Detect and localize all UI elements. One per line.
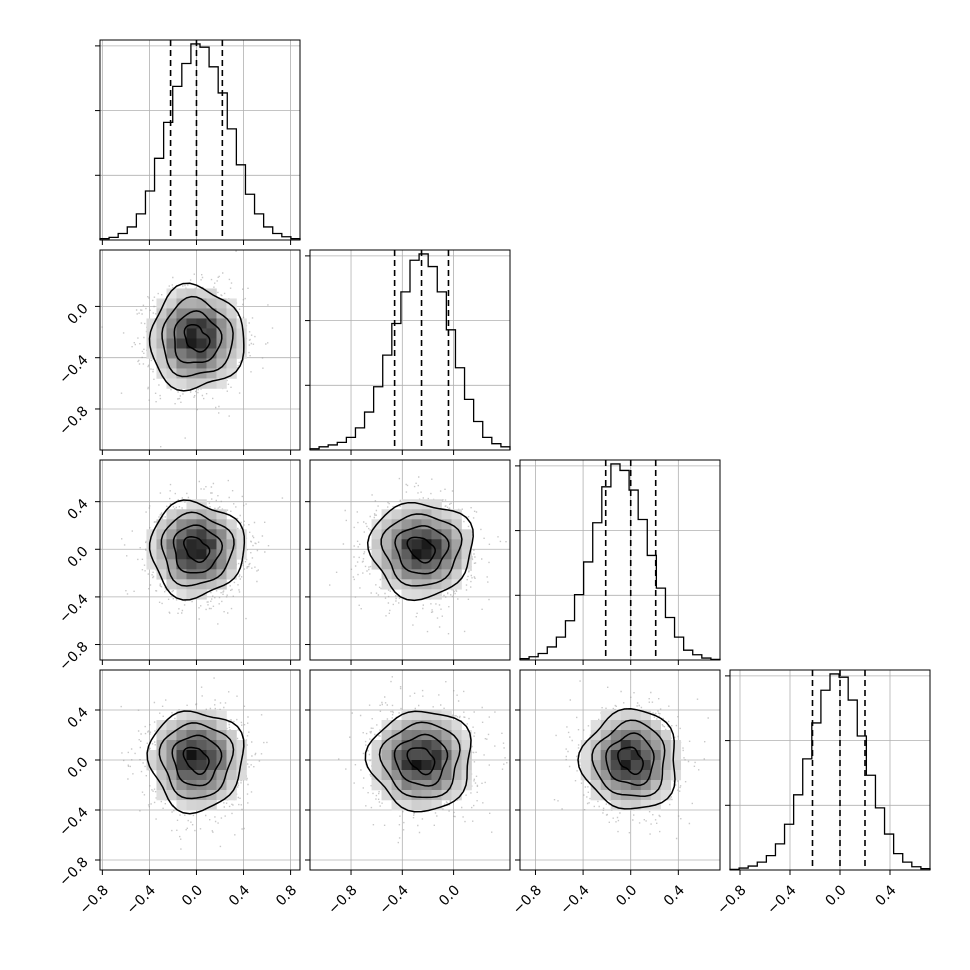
- x-tick-label: −0.4: [557, 882, 592, 917]
- panel-3-3: −0.8 −0.4 0.0 0.4: [714, 669, 931, 918]
- x-tick-label: 0.0: [823, 882, 850, 909]
- contour-2-1-1: [394, 525, 450, 575]
- contour-2-0-2: [160, 511, 235, 587]
- histogram-2: [519, 463, 721, 660]
- panel-frame: [309, 669, 511, 871]
- x-tick-label: 0.0: [179, 882, 206, 909]
- x-tick-label: 0.8: [273, 882, 300, 909]
- contour-2-0-0: [183, 536, 211, 563]
- contour-3-1-2: [378, 721, 461, 799]
- x-tick-label: −0.8: [714, 882, 749, 917]
- contour-2-0-3: [148, 499, 246, 601]
- contour-3-0-2: [158, 722, 235, 800]
- x-tick-label: 0.4: [661, 882, 688, 909]
- panel-frame: [99, 459, 301, 661]
- scatter-points-3-0: [120, 677, 268, 850]
- contour-2-1-2: [380, 513, 463, 587]
- y-tick-label: −0.8: [56, 639, 91, 674]
- x-tick-label: −0.4: [124, 882, 159, 917]
- panel-frame: [519, 669, 721, 871]
- panel-frame: [99, 669, 301, 871]
- x-tick-label: −0.4: [377, 882, 412, 917]
- contour-3-1-0: [406, 747, 436, 776]
- x-tick-label: −0.4: [764, 882, 799, 917]
- y-tick-label: 0.0: [65, 301, 92, 328]
- y-tick-label: −0.4: [56, 352, 91, 387]
- panel-frame: [309, 249, 511, 451]
- x-tick-label: −0.8: [325, 882, 360, 917]
- panel-0-0: [95, 39, 301, 245]
- histogram-3: [729, 673, 931, 870]
- histogram-1: [309, 253, 511, 450]
- panel-3-0: −0.8 −0.4 0.0 0.4 −0.8 −0.4 0.0 0.4 0.8: [56, 669, 301, 918]
- panel-frame: [99, 249, 301, 451]
- x-tick-label: 0.0: [613, 882, 640, 909]
- contour-3-1-3: [364, 710, 472, 813]
- contour-1-0-1: [173, 310, 223, 364]
- panel-2-0: −0.8 −0.4 0.0 0.4: [56, 459, 301, 674]
- x-tick-label: 0.4: [226, 882, 253, 909]
- x-tick-label: 0.4: [873, 882, 900, 909]
- y-tick-label: −0.8: [56, 403, 91, 438]
- panel-2-2: [515, 459, 721, 665]
- contour-2-0-1: [172, 524, 224, 574]
- panel-3-2: −0.8 −0.4 0.0 0.4: [510, 669, 721, 918]
- scatter-points-2-0: [121, 479, 284, 625]
- contour-3-2-1: [605, 732, 655, 786]
- panel-frame: [309, 459, 511, 661]
- contour-1-0-0: [183, 323, 211, 353]
- panel-frame: [99, 39, 301, 241]
- contour-2-1-0: [406, 536, 436, 564]
- panel-3-1: −0.8 −0.4 0.0: [305, 669, 511, 918]
- y-tick-label: −0.4: [56, 804, 91, 839]
- y-tick-label: 0.4: [65, 704, 92, 731]
- x-tick-label: −0.8: [77, 882, 112, 917]
- y-tick-label: 0.4: [65, 496, 92, 523]
- contour-3-2-3: [577, 708, 676, 810]
- y-tick-label: −0.4: [56, 591, 91, 626]
- contour-2-1-3: [366, 501, 474, 602]
- histogram-0: [99, 43, 301, 240]
- contour-3-0-3: [146, 710, 245, 815]
- y-tick-label: 0.0: [65, 754, 92, 781]
- contour-3-0-1: [171, 734, 223, 787]
- contour-3-2-2: [591, 719, 666, 797]
- panel-frame: [519, 459, 721, 661]
- x-tick-label: 0.0: [436, 882, 463, 909]
- y-tick-label: 0.0: [65, 544, 92, 571]
- panel-frame: [729, 669, 931, 871]
- contour-3-0-0: [182, 746, 210, 776]
- panel-2-1: [305, 459, 511, 665]
- contour-1-0-2: [161, 295, 234, 378]
- panel-1-0: −0.8 −0.4 0.0: [56, 249, 301, 455]
- panel-1-1: [305, 249, 511, 455]
- y-tick-label: −0.8: [56, 854, 91, 889]
- contour-3-2-0: [617, 746, 644, 776]
- x-tick-label: −0.8: [510, 882, 545, 917]
- contour-1-0-3: [148, 282, 245, 392]
- contour-3-1-1: [393, 733, 449, 787]
